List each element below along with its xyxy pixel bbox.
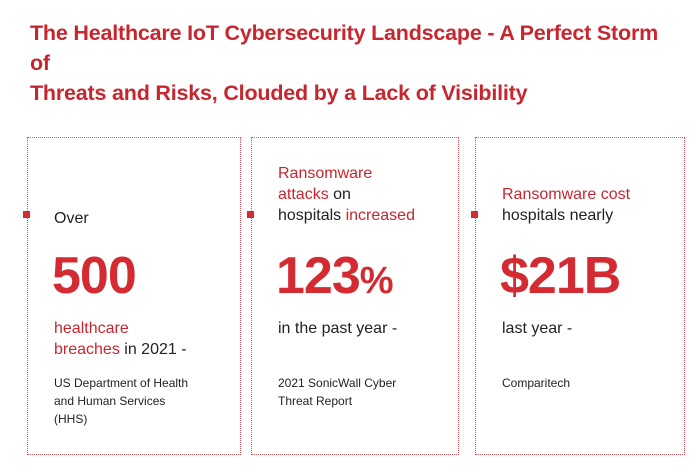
lead-plain-2: on bbox=[328, 186, 351, 203]
card-source: Comparitech bbox=[502, 374, 674, 392]
lead-plain-3: hospitals bbox=[278, 207, 346, 224]
lead-red-1: Ransomware cost bbox=[502, 186, 631, 203]
lead-red-1: Ransomware bbox=[278, 165, 373, 182]
source-line-3: (HHS) bbox=[54, 412, 88, 426]
follow-red-2: breaches bbox=[54, 341, 120, 358]
stat-value: $21B bbox=[500, 247, 621, 305]
source-line-1: Comparitech bbox=[502, 376, 571, 390]
title-line-1: The Healthcare IoT Cybersecurity Landsca… bbox=[30, 21, 659, 75]
card-lead: Over bbox=[54, 208, 230, 229]
source-line-1: US Department of Health bbox=[54, 376, 189, 390]
card-follow: healthcare breaches in 2021 - bbox=[54, 318, 230, 360]
follow-red-1: healthcare bbox=[54, 320, 129, 337]
follow-plain: in the past year - bbox=[278, 320, 398, 337]
follow-plain: last year - bbox=[502, 320, 573, 337]
source-line-1: 2021 SonicWall Cyber bbox=[278, 376, 397, 390]
card-marker bbox=[471, 211, 478, 218]
card-marker bbox=[23, 211, 30, 218]
lead-text: Over bbox=[54, 210, 89, 227]
stat-card-ransomware-attacks: Ransomware attacks on hospitals increase… bbox=[247, 137, 459, 455]
stat-card-breaches: Over 500 healthcare breaches in 2021 - U… bbox=[23, 137, 241, 455]
title-line-2: Threats and Risks, Clouded by a Lack of … bbox=[30, 81, 528, 105]
card-marker bbox=[247, 211, 254, 218]
follow-plain: in 2021 - bbox=[119, 341, 187, 358]
card-follow: in the past year - bbox=[278, 318, 448, 339]
stat-value: 123% bbox=[276, 248, 394, 309]
card-follow: last year - bbox=[502, 318, 674, 339]
lead-red-2: attacks bbox=[278, 186, 329, 203]
card-source: US Department of Health and Human Servic… bbox=[54, 374, 230, 428]
page-title: The Healthcare IoT Cybersecurity Landsca… bbox=[30, 18, 680, 108]
card-lead: Ransomware attacks on hospitals increase… bbox=[278, 163, 448, 226]
stat-number: 123 bbox=[276, 247, 361, 305]
card-lead: Ransomware cost hospitals nearly bbox=[502, 184, 674, 226]
source-line-2: and Human Services bbox=[54, 394, 166, 408]
stat-value: 500 bbox=[52, 247, 137, 305]
lead-red-3: increased bbox=[345, 207, 415, 224]
lead-plain-2: hospitals nearly bbox=[502, 207, 614, 224]
stat-percent: % bbox=[359, 260, 394, 302]
card-source: 2021 SonicWall Cyber Threat Report bbox=[278, 374, 448, 410]
stat-card-ransomware-cost: Ransomware cost hospitals nearly $21B la… bbox=[471, 137, 685, 455]
source-line-2: Threat Report bbox=[278, 394, 353, 408]
